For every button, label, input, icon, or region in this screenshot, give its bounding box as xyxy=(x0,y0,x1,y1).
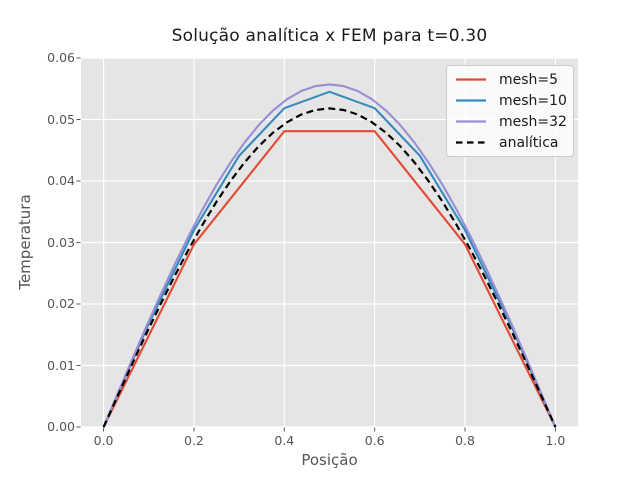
x-tick-label: 0.8 xyxy=(455,433,475,448)
y-tick-label: 0.06 xyxy=(47,50,75,65)
y-tick-label: 0.00 xyxy=(47,419,75,434)
legend-label: mesh=10 xyxy=(499,92,567,109)
series-line-mesh-5 xyxy=(102,130,557,428)
legend-item-anal-tica: analítica xyxy=(455,132,565,153)
legend-line-icon xyxy=(456,99,486,102)
chart-title: Solução analítica x FEM para t=0.30 xyxy=(171,26,488,46)
x-tick-label: 0.6 xyxy=(364,433,385,448)
y-tick-label: 0.03 xyxy=(47,234,75,250)
x-tick-label: 0.0 xyxy=(93,433,114,448)
series-line-anal-tica xyxy=(102,107,557,428)
x-tick-label: 1.0 xyxy=(545,433,566,448)
x-axis-label: Posição xyxy=(301,451,358,469)
legend-label: mesh=5 xyxy=(499,71,559,88)
legend-item-mesh-32: mesh=32 xyxy=(455,111,567,132)
legend-label: mesh=32 xyxy=(499,113,567,130)
series-line-mesh-32 xyxy=(102,83,557,428)
y-tick-label: 0.05 xyxy=(47,111,75,127)
x-tick-label: 0.2 xyxy=(184,433,204,448)
legend-label: analítica xyxy=(499,134,559,151)
legend-line-icon xyxy=(456,141,486,144)
y-tick-label: 0.04 xyxy=(47,173,75,188)
series-line-mesh-10 xyxy=(102,90,557,428)
y-tick-label: 0.01 xyxy=(47,357,75,373)
legend-line-icon xyxy=(456,120,486,123)
legend: mesh=5 mesh=10 mesh=32 analítica xyxy=(446,65,574,157)
x-tick-label: 0.4 xyxy=(274,433,295,448)
legend-line-icon xyxy=(456,78,486,81)
legend-item-mesh-5: mesh=5 xyxy=(455,69,565,90)
legend-item-mesh-10: mesh=10 xyxy=(455,90,567,111)
y-tick-label: 0.02 xyxy=(47,296,75,311)
